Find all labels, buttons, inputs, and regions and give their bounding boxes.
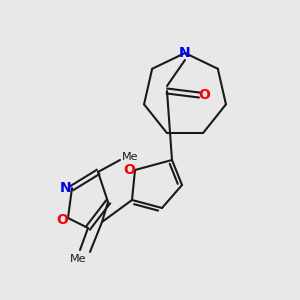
Text: O: O [198, 88, 210, 102]
Text: O: O [56, 213, 68, 227]
Text: Me: Me [122, 152, 139, 162]
Text: N: N [179, 46, 191, 60]
Text: Me: Me [70, 254, 86, 264]
Text: N: N [60, 181, 72, 195]
Text: O: O [123, 163, 135, 177]
